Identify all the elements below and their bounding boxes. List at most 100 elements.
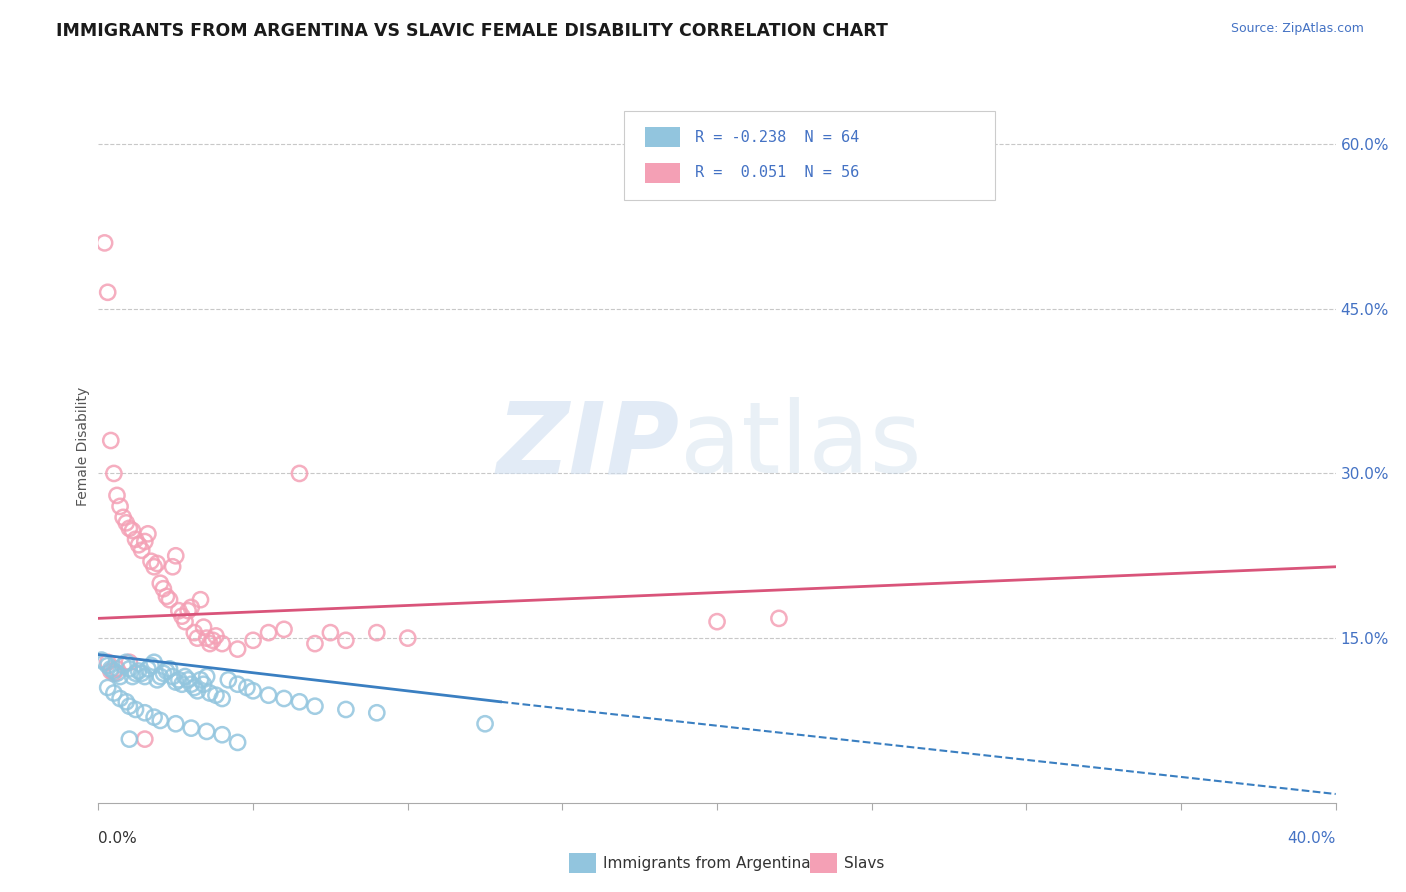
Point: [121, 669, 143, 683]
Point: [159, 662, 181, 676]
Point: [193, 620, 215, 634]
Point: [242, 633, 264, 648]
Point: [128, 538, 150, 552]
Point: [103, 666, 125, 681]
Point: [201, 633, 224, 648]
Point: [288, 695, 311, 709]
Point: [174, 669, 197, 683]
Y-axis label: Female Disability: Female Disability: [76, 386, 90, 506]
Point: [195, 669, 218, 683]
Point: [288, 467, 311, 481]
Point: [195, 631, 218, 645]
Point: [100, 662, 122, 676]
Text: Immigrants from Argentina: Immigrants from Argentina: [603, 856, 811, 871]
Point: [115, 695, 138, 709]
Point: [190, 592, 212, 607]
Point: [134, 732, 156, 747]
Point: [177, 673, 200, 687]
Point: [257, 625, 280, 640]
Point: [183, 625, 205, 640]
Point: [335, 633, 357, 648]
Point: [128, 664, 150, 678]
Point: [165, 716, 187, 731]
Point: [149, 669, 172, 683]
Point: [706, 615, 728, 629]
Point: [149, 576, 172, 591]
Bar: [810, 854, 837, 873]
Text: 40.0%: 40.0%: [1288, 831, 1336, 847]
Point: [319, 625, 342, 640]
Point: [167, 673, 190, 687]
Point: [242, 683, 264, 698]
Point: [146, 673, 169, 687]
Point: [190, 673, 212, 687]
Point: [257, 688, 280, 702]
Point: [112, 510, 135, 524]
Text: R = -0.238  N = 64: R = -0.238 N = 64: [695, 129, 859, 145]
Point: [118, 699, 141, 714]
Point: [136, 662, 159, 676]
Point: [146, 557, 169, 571]
Bar: [645, 127, 681, 147]
Point: [143, 559, 166, 574]
Point: [273, 691, 295, 706]
Point: [105, 662, 128, 676]
Point: [139, 554, 162, 568]
Point: [170, 677, 193, 691]
Bar: [645, 162, 681, 183]
Point: [226, 735, 249, 749]
Point: [205, 688, 228, 702]
Point: [195, 724, 218, 739]
Point: [134, 534, 156, 549]
Point: [105, 666, 128, 681]
Bar: [568, 854, 596, 873]
Text: IMMIGRANTS FROM ARGENTINA VS SLAVIC FEMALE DISABILITY CORRELATION CHART: IMMIGRANTS FROM ARGENTINA VS SLAVIC FEMA…: [56, 22, 889, 40]
Point: [118, 655, 141, 669]
Point: [165, 675, 187, 690]
Point: [103, 686, 125, 700]
Point: [143, 655, 166, 669]
Point: [226, 677, 249, 691]
Point: [180, 600, 202, 615]
Point: [167, 604, 190, 618]
Point: [121, 524, 143, 538]
Point: [273, 623, 295, 637]
Point: [152, 582, 174, 596]
FancyBboxPatch shape: [624, 111, 995, 200]
Point: [474, 716, 496, 731]
Text: Source: ZipAtlas.com: Source: ZipAtlas.com: [1230, 22, 1364, 36]
Point: [100, 664, 122, 678]
Point: [180, 677, 202, 691]
Point: [124, 666, 146, 681]
Point: [186, 683, 208, 698]
Point: [211, 728, 233, 742]
Point: [143, 710, 166, 724]
Point: [93, 235, 115, 250]
Point: [198, 686, 221, 700]
Point: [155, 590, 177, 604]
Point: [193, 677, 215, 691]
Point: [100, 434, 122, 448]
Point: [198, 637, 221, 651]
Point: [115, 516, 138, 530]
Point: [108, 500, 131, 514]
Point: [149, 714, 172, 728]
Point: [108, 669, 131, 683]
Point: [186, 631, 208, 645]
Point: [97, 658, 120, 673]
Point: [97, 681, 120, 695]
Text: R =  0.051  N = 56: R = 0.051 N = 56: [695, 165, 859, 180]
Point: [211, 637, 233, 651]
Point: [335, 702, 357, 716]
Point: [134, 706, 156, 720]
Point: [165, 549, 187, 563]
Point: [152, 666, 174, 681]
Point: [155, 664, 177, 678]
Point: [118, 732, 141, 747]
Point: [90, 653, 112, 667]
Point: [162, 559, 184, 574]
Point: [236, 681, 259, 695]
Point: [304, 637, 326, 651]
Point: [170, 609, 193, 624]
Point: [162, 669, 184, 683]
